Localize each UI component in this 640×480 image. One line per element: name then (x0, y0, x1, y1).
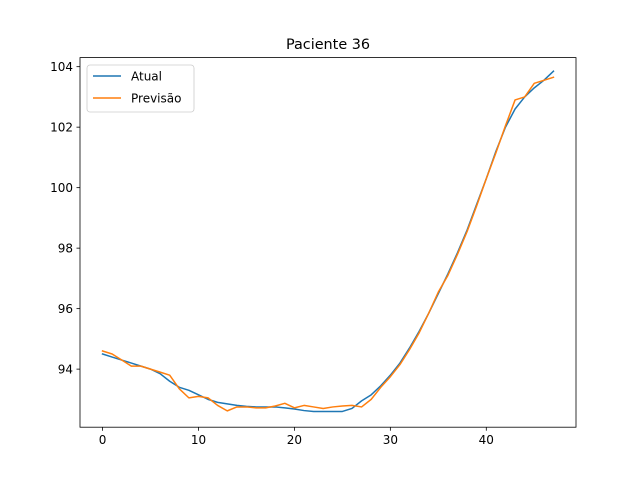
axes-frame (79, 57, 577, 428)
y-tick-label: 104 (50, 60, 73, 74)
series-line-0 (101, 70, 555, 413)
x-tick-label: 30 (383, 433, 398, 447)
chart-title: Paciente 36 (286, 37, 370, 53)
x-tick-label: 10 (191, 433, 206, 447)
y-axis: 94 96 98 100 102 104 (50, 60, 80, 376)
y-tick-label: 102 (50, 120, 73, 134)
y-tick-label: 100 (50, 181, 73, 195)
x-tick-label: 40 (479, 433, 494, 447)
x-tick-label: 20 (287, 433, 302, 447)
y-tick-label: 98 (58, 241, 73, 255)
series-line-1 (101, 76, 555, 412)
legend: Atual Previsão (86, 64, 195, 113)
y-tick-label: 96 (58, 302, 73, 316)
plot-lines (101, 70, 555, 413)
legend-label-previsao: Previsão (131, 92, 181, 106)
x-tick-label: 0 (99, 433, 107, 447)
legend-label-atual: Atual (131, 70, 162, 84)
y-tick-label: 94 (58, 362, 73, 376)
x-axis: 0 10 20 30 40 (99, 427, 494, 447)
